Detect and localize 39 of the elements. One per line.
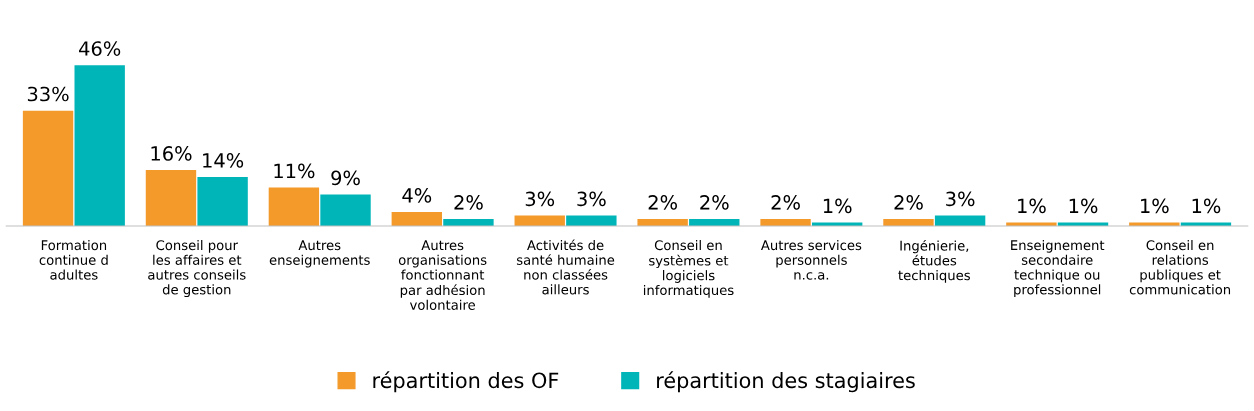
data-label: 11% [274,163,315,179]
bar [197,177,248,227]
data-label: 2% [648,195,677,210]
data-label: 9% [331,170,360,186]
bar [74,65,125,227]
data-label: 16% [151,146,192,161]
data-label: 1% [1069,198,1098,214]
bar [320,194,371,227]
bar [268,187,320,227]
data-label: 2% [894,195,923,210]
x-tick-label: Activités de santé humaine non classées ailleurs [516,239,615,295]
x-tick-label: Autres enseignements [269,240,370,268]
data-label: 3% [577,191,606,207]
x-tick-label: Conseil pour les affaires et autres conseils de gestion [148,239,246,298]
data-label: 1% [1141,198,1169,214]
x-tick-label: Ingénierie, études techniques [898,239,970,283]
bar [145,170,197,227]
x-tick-label: Enseignement secondaire technique ou professionnel [1011,239,1105,298]
data-label: 46% [79,41,121,56]
bar [391,212,443,227]
x-tick-label: Autres organisations fonctionnant par adhésion volontaire [398,240,487,310]
x-tick-label: Conseil en relations publiques et communication [1129,239,1231,295]
bar [22,110,74,227]
x-tick-label: Autres services personnels n.c.a. [760,239,862,280]
data-label: 33% [27,86,69,102]
data-label: 14% [203,153,244,168]
data-label: 3% [946,191,975,207]
data-label: 2% [700,195,729,210]
data-label: 1% [1192,198,1221,214]
data-label: 2% [454,195,483,210]
data-label: 1% [823,198,852,214]
data-label: 4% [402,188,432,203]
x-tick-label: Formation continue d adultes [39,239,108,280]
x-tick-label: Conseil en systèmes et logiciels informatiques [643,239,734,298]
legend-label: répartition des OF [373,371,559,393]
data-label: 2% [771,195,800,210]
legend-label: répartition des stagiaires [657,371,915,393]
data-label: 3% [525,191,555,207]
data-label: 1% [1018,198,1046,214]
